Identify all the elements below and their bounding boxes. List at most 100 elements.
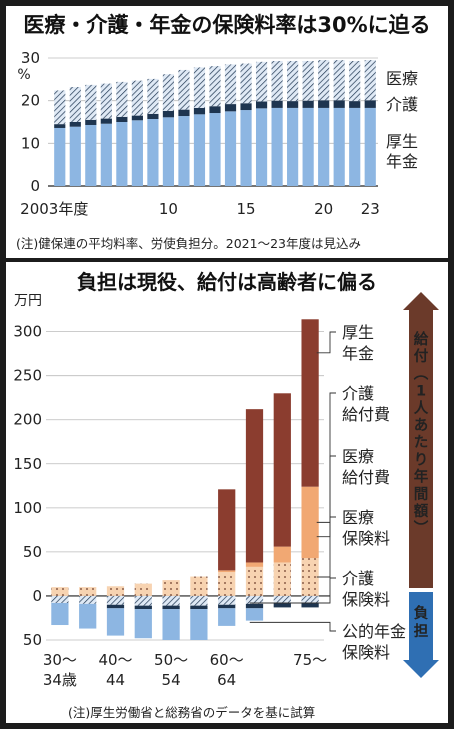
chart2-y-unit: 万円 <box>14 293 42 309</box>
chart2-bar-care-premium <box>106 604 125 609</box>
chart2-bar-medical-premium <box>273 595 291 603</box>
chart1-bar-care <box>147 113 159 120</box>
chart-panel-burden-benefit: 負担は現役、給付は高齢者に偏る 50 0 50 100 150 200 250 300 万円 30… <box>6 262 448 723</box>
chart1-bar-medical <box>302 60 314 101</box>
chart1-bar-medical <box>287 60 299 102</box>
chart2-bar-care-premium <box>218 604 236 609</box>
chart1-bar-care <box>287 101 299 108</box>
chart2-bar-pension-premium <box>162 609 180 640</box>
chart1-bar-medical <box>69 87 81 122</box>
chart1-bar-care <box>271 100 283 108</box>
benefit-arrow-char: 額 <box>413 502 429 520</box>
chart2-bar-pension-benefit <box>245 409 264 563</box>
chart2-x-tick-label-line-0: 50～ <box>154 651 188 669</box>
chart1-y-tick-label: 30 <box>21 49 40 67</box>
chart1-bar-care <box>178 109 190 117</box>
chart1-bar-pension <box>54 127 66 186</box>
chart2-bar-medical-premium <box>106 595 125 605</box>
chart2-bar-medical-premium <box>190 595 208 606</box>
chart1-bar-pension <box>85 124 97 186</box>
chart2-bar-medical-benefit <box>301 558 319 596</box>
chart2-bar-care-benefit <box>218 570 236 573</box>
chart1-bar-care <box>131 115 143 121</box>
chart2-series-label-line-1: 保険料 <box>342 590 390 609</box>
chart2-y-tick-label: 150 <box>13 455 42 473</box>
chart2-y-tick-label: 300 <box>13 323 42 341</box>
chart1-bar-medical <box>100 83 112 119</box>
chart1-bar-medical <box>193 67 206 108</box>
chart1-bar-pension <box>147 119 159 186</box>
chart1-x-tick-label: 15 <box>237 200 256 218</box>
chart1-bar-pension <box>224 111 237 186</box>
chart1-y-unit: % <box>17 67 30 83</box>
chart2-bar-pension-benefit <box>273 393 291 547</box>
chart1-y-tick-label: 10 <box>21 134 40 152</box>
chart1-bar-care <box>85 119 97 125</box>
chart2-bar-care-benefit <box>245 562 264 567</box>
chart2-bar-care-premium <box>190 605 208 610</box>
chart2-x-tick-label: 75～ <box>293 651 327 669</box>
chart1-bar-care <box>333 100 345 108</box>
chart1-bar-pension <box>255 108 268 186</box>
chart2-bar-care-benefit <box>273 546 291 563</box>
chart1-bar-care <box>240 103 252 111</box>
chart2-bar-pension-premium <box>106 608 125 636</box>
chart2-bar-medical-benefit <box>162 580 180 596</box>
chart1-bar-pension <box>349 107 361 186</box>
chart2-bar-medical-benefit <box>273 562 291 596</box>
chart2-bar-medical-premium <box>301 595 319 603</box>
chart2-y-tick-label: 0 <box>32 587 42 605</box>
chart1-bar-pension <box>287 107 299 186</box>
chart1-x-tick-label: 2003年度 <box>20 200 88 218</box>
chart2-series-label-line-0: 厚生 <box>342 323 374 342</box>
chart2-series-label-line-0: 介護 <box>342 384 374 403</box>
chart2-series-label-line-1: 年金 <box>342 344 374 363</box>
chart2-series-label-line-1: 保険料 <box>342 643 390 662</box>
chart1-bar-pension <box>302 107 314 186</box>
chart1-series-label-line-1: 年金 <box>386 152 418 171</box>
benefit-arrow-char: 人 <box>414 400 429 417</box>
burden-arrow-char: 負 <box>414 604 429 622</box>
chart1-bar-pension <box>178 116 190 186</box>
chart1-series-label: 医療 <box>386 69 418 88</box>
chart1-bar-pension <box>318 107 330 186</box>
chart2-bar-pension-benefit <box>218 489 236 571</box>
chart1-bar-medical <box>85 84 97 120</box>
chart2-bar-medical-premium <box>162 595 180 606</box>
chart1-bar-pension <box>193 114 206 186</box>
chart2-bar-care-benefit <box>301 486 319 559</box>
chart1-bar-care <box>302 100 314 108</box>
chart1-bar-medical <box>209 66 221 107</box>
chart1-bar-pension <box>69 126 81 186</box>
chart2-y-tick-label: 50 <box>23 543 42 561</box>
chart2-bar-medical-benefit <box>245 566 264 596</box>
chart1-bar-care <box>116 116 128 122</box>
chart2-series-label-line-0: 介護 <box>342 569 374 588</box>
chart1-bar-medical <box>318 60 330 101</box>
chart1-bar-pension <box>131 120 143 186</box>
chart1-y-tick-label: 20 <box>21 92 40 110</box>
chart1-note: (注)健保連の平均料率、労使負担分。2021～23年度は見込み <box>16 236 361 251</box>
chart2-leader-line <box>249 577 336 604</box>
chart1-bar-pension <box>240 110 252 186</box>
chart2-bar-care-premium <box>273 602 291 608</box>
chart1-series-label: 介護 <box>386 95 418 114</box>
chart2-y-tick-label: 200 <box>13 411 42 429</box>
chart1-bar-pension <box>271 107 283 186</box>
chart2-bar-medical-premium <box>79 595 97 604</box>
chart2-note: (注)厚生労働省と総務省のデータを基に試算 <box>68 705 316 720</box>
chart-panel-premium-rates: 医療・介護・年金の保険料率は30%に迫る 0 10 20 30% 2003年度 10 15 2… <box>6 6 448 258</box>
chart2-x-tick-label-line-1: 44 <box>106 671 125 689</box>
benefit-arrow-char: 間 <box>414 486 429 503</box>
benefit-arrow-char: 1 <box>416 384 426 400</box>
chart2-bar-pension-premium <box>134 609 152 639</box>
chart2-bar-pension-benefit <box>301 319 319 487</box>
chart1-bar-care <box>209 106 221 114</box>
chart2-svg: 50 0 50 100 150 200 250 300 万円 30～ 34歳 40～ 44 50～ 54 60… <box>13 292 439 689</box>
chart1-y-tick-label: 0 <box>30 177 40 195</box>
chart1-x-tick-label: 10 <box>159 200 178 218</box>
chart2-bar-medical-premium <box>134 595 152 606</box>
chart1-bar-medical <box>349 60 361 102</box>
chart1-bar-medical <box>116 81 128 117</box>
chart1-x-tick-label: 23 <box>361 200 380 218</box>
